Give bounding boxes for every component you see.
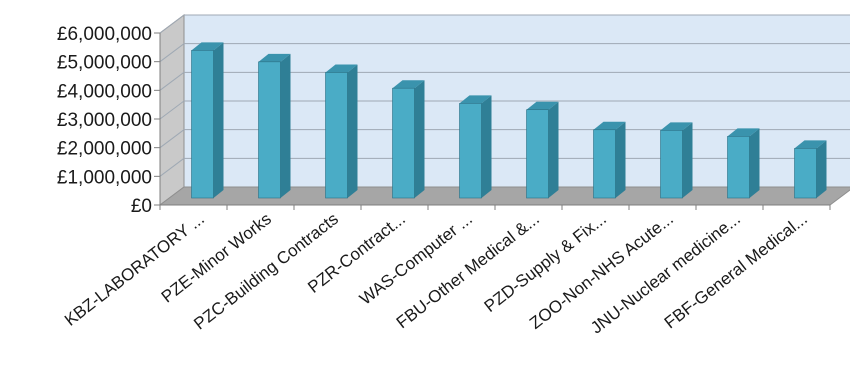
bar-group (258, 53, 291, 199)
bar (191, 50, 214, 199)
y-axis-tick-labels: £0 £1,000,000 £2,000,000 £3,000,000 £4,000,0… (57, 24, 152, 217)
gridlines (154, 14, 850, 210)
bar-group (660, 122, 693, 199)
bar-top (459, 95, 492, 104)
bar-side (816, 140, 827, 198)
gridline-side (159, 129, 185, 149)
bar-side (615, 121, 626, 198)
bar-group (794, 140, 827, 199)
bar (526, 109, 549, 199)
bar (794, 148, 817, 199)
x-axis-category-labels: KBZ-LABORATORY ...PZE-Minor WorksPZC-Bui… (61, 209, 811, 337)
bar-group (727, 128, 760, 199)
bar-side (213, 42, 224, 198)
bar-side (481, 95, 492, 198)
bar-top (258, 53, 291, 62)
bar (325, 72, 348, 199)
y-tick-label: £3,000,000 (57, 110, 152, 131)
bar-top (727, 128, 760, 137)
bar-side (548, 101, 559, 198)
y-tick-label: £6,000,000 (57, 24, 152, 45)
bars (191, 42, 827, 199)
bar-group (526, 101, 559, 199)
gridline-side (159, 157, 185, 177)
bar (258, 61, 281, 199)
gridline-side (159, 100, 185, 120)
bar-group (325, 64, 358, 199)
bar-top (593, 121, 626, 130)
bar-side (280, 53, 291, 199)
bar-group (191, 42, 224, 199)
bar-top (191, 42, 224, 51)
bar (727, 136, 750, 199)
x-category-label: WAS-Computer ... (356, 209, 476, 309)
y-tick-label: £2,000,000 (57, 139, 152, 160)
x-category-label: PZE-Minor Works (158, 209, 275, 306)
bar (660, 130, 683, 199)
bar-top (392, 80, 425, 89)
bar (593, 129, 616, 199)
bar-side (414, 80, 425, 198)
bar-side (682, 122, 693, 198)
gridline-side (159, 43, 185, 63)
bar-side (347, 64, 358, 198)
bar-top (526, 101, 559, 110)
bar (392, 87, 415, 199)
gridline-side (159, 71, 185, 91)
y-tick-label: £5,000,000 (57, 53, 152, 74)
bar-top (660, 122, 693, 131)
bar-group (459, 95, 492, 199)
bar-top (325, 64, 358, 73)
bar (459, 103, 482, 199)
y-tick-label: £1,000,000 (57, 167, 152, 188)
x-category-label: PZD-Supply & Fix... (481, 209, 610, 316)
bar-side (749, 128, 760, 198)
y-tick-label: £0 (131, 196, 152, 217)
bar-group (392, 80, 425, 199)
bar-group (593, 121, 626, 199)
bar-top (794, 140, 827, 149)
y-tick-label: £4,000,000 (57, 81, 152, 102)
gridline-side (159, 14, 185, 34)
